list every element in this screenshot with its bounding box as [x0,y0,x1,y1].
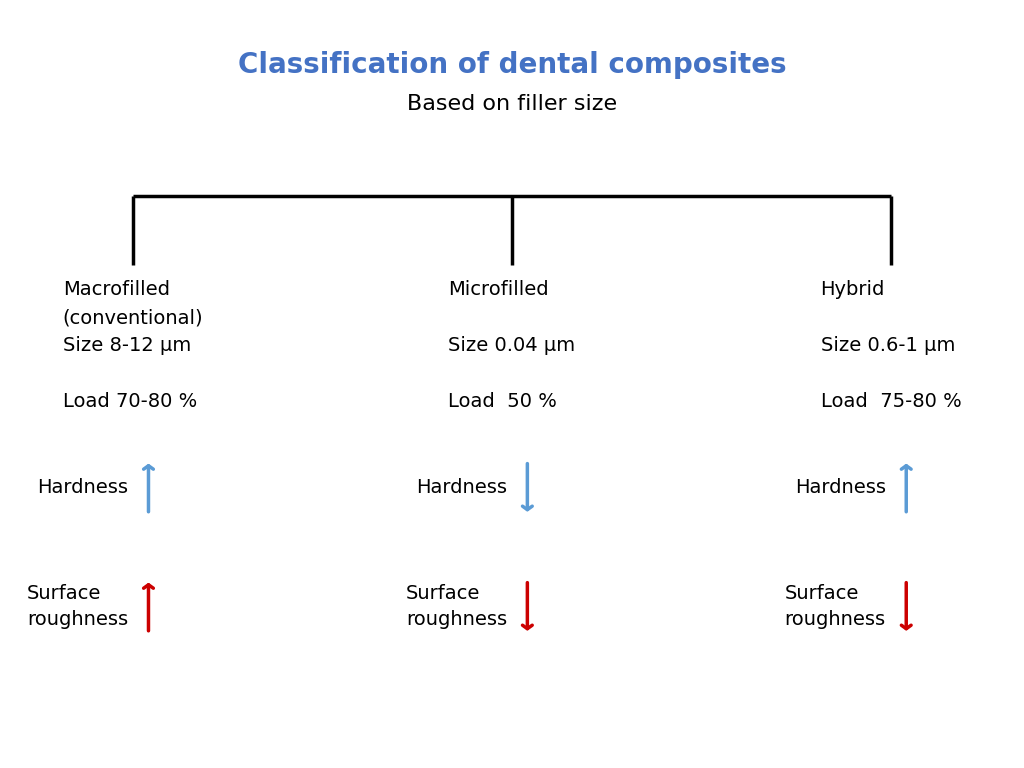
Text: Based on filler size: Based on filler size [407,94,617,114]
Text: Surface
roughness: Surface roughness [784,584,886,630]
Text: Hardness: Hardness [37,478,128,497]
Text: Surface
roughness: Surface roughness [406,584,507,630]
Text: Hybrid

Size 0.6-1 μm

Load  75-80 %: Hybrid Size 0.6-1 μm Load 75-80 % [820,280,962,412]
Text: Hardness: Hardness [795,478,886,497]
Text: Surface
roughness: Surface roughness [27,584,128,630]
Text: Macrofilled
(conventional)
Size 8-12 μm

Load 70-80 %: Macrofilled (conventional) Size 8-12 μm … [62,280,204,412]
Text: Hardness: Hardness [416,478,507,497]
Text: Classification of dental composites: Classification of dental composites [238,51,786,79]
Text: Microfilled

Size 0.04 μm

Load  50 %: Microfilled Size 0.04 μm Load 50 % [449,280,575,412]
